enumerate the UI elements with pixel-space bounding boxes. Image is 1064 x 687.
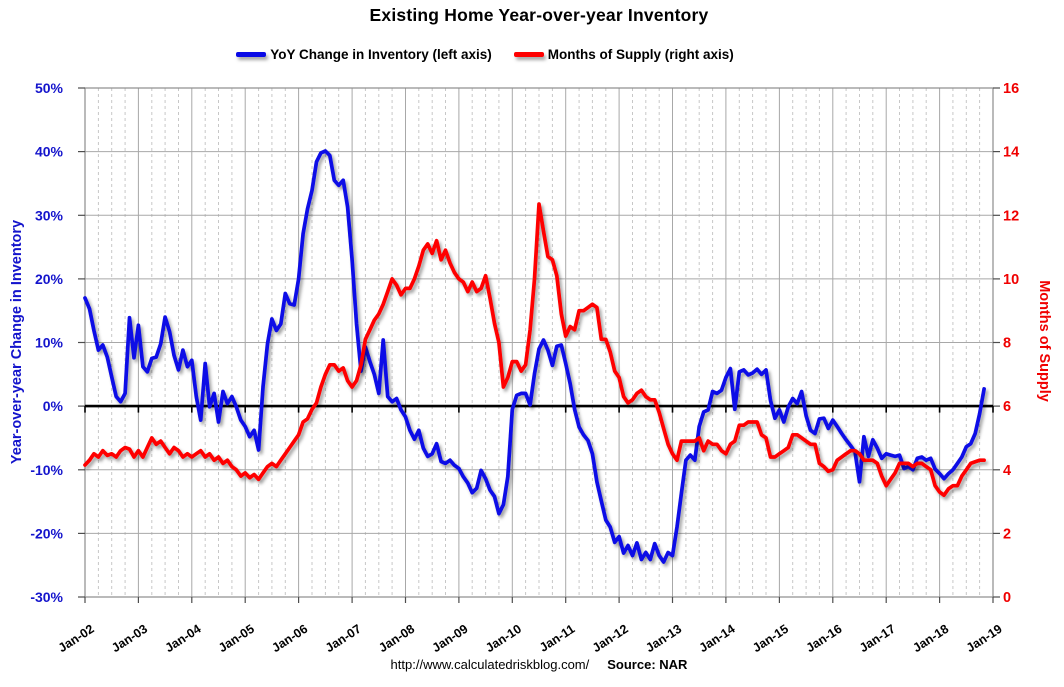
legend-label-months-of-supply: Months of Supply (right axis) bbox=[547, 47, 734, 62]
legend-item-yoy-inventory: YoY Change in Inventory (left axis) bbox=[236, 47, 492, 62]
svg-text:-30%: -30% bbox=[30, 589, 63, 605]
svg-text:50%: 50% bbox=[35, 80, 64, 96]
svg-text:40%: 40% bbox=[35, 144, 64, 160]
svg-text:8: 8 bbox=[1003, 336, 1011, 352]
legend-label-yoy-inventory: YoY Change in Inventory (left axis) bbox=[270, 47, 492, 62]
svg-text:Jan-10: Jan-10 bbox=[483, 622, 524, 655]
svg-text:Jan-19: Jan-19 bbox=[964, 622, 1005, 655]
svg-text:0%: 0% bbox=[43, 398, 64, 414]
svg-text:-20%: -20% bbox=[30, 525, 63, 541]
svg-text:Jan-04: Jan-04 bbox=[163, 622, 204, 655]
svg-text:Jan-03: Jan-03 bbox=[109, 622, 150, 655]
source-text: Source: NAR bbox=[607, 657, 688, 672]
legend: YoY Change in Inventory (left axis) Mont… bbox=[0, 47, 970, 62]
legend-item-months-of-supply: Months of Supply (right axis) bbox=[513, 47, 734, 62]
axis-ticks bbox=[78, 87, 1000, 603]
svg-text:30%: 30% bbox=[35, 207, 64, 223]
right-axis-tick-labels: 16 14 12 10 8 6 4 2 0 bbox=[1003, 81, 1019, 606]
chart-footer: http://www.calculatedriskblog.com/Source… bbox=[85, 657, 993, 672]
svg-text:Jan-05: Jan-05 bbox=[216, 622, 257, 655]
svg-text:10: 10 bbox=[1003, 272, 1019, 288]
svg-text:Jan-13: Jan-13 bbox=[643, 622, 684, 655]
svg-text:12: 12 bbox=[1003, 208, 1019, 224]
left-axis-tick-labels: 50% 40% 30% 20% 10% 0% -10% -20% -30% bbox=[30, 80, 63, 605]
right-axis-title: Months of Supply bbox=[1036, 280, 1052, 402]
svg-text:6: 6 bbox=[1003, 399, 1011, 415]
svg-text:2: 2 bbox=[1003, 526, 1011, 542]
svg-text:Jan-14: Jan-14 bbox=[697, 622, 738, 655]
svg-text:-10%: -10% bbox=[30, 462, 63, 478]
left-axis-title: Year-over-year Change in Inventory bbox=[9, 219, 25, 465]
svg-text:Jan-06: Jan-06 bbox=[269, 622, 310, 655]
svg-text:Jan-12: Jan-12 bbox=[590, 622, 631, 655]
svg-text:Jan-18: Jan-18 bbox=[910, 622, 951, 655]
svg-text:20%: 20% bbox=[35, 271, 64, 287]
svg-text:4: 4 bbox=[1003, 463, 1011, 479]
svg-text:0: 0 bbox=[1003, 590, 1011, 606]
chart-title: Existing Home Year-over-year Inventory bbox=[369, 5, 709, 25]
months-of-supply-series-line bbox=[83, 202, 986, 498]
svg-text:Jan-08: Jan-08 bbox=[376, 622, 417, 655]
svg-text:Jan-16: Jan-16 bbox=[804, 622, 845, 655]
blog-url-text: http://www.calculatedriskblog.com/ bbox=[390, 657, 590, 672]
svg-text:Jan-15: Jan-15 bbox=[750, 622, 791, 655]
yoy-inventory-series-line bbox=[83, 149, 986, 564]
svg-text:Jan-17: Jan-17 bbox=[857, 622, 898, 655]
svg-text:Jan-09: Jan-09 bbox=[430, 622, 471, 655]
svg-text:Jan-11: Jan-11 bbox=[537, 622, 577, 655]
svg-text:Jan-07: Jan-07 bbox=[323, 622, 364, 655]
blue-line-icon bbox=[236, 52, 267, 57]
svg-text:14: 14 bbox=[1003, 145, 1019, 161]
svg-text:10%: 10% bbox=[35, 335, 64, 351]
svg-text:16: 16 bbox=[1003, 81, 1019, 97]
svg-text:Jan-02: Jan-02 bbox=[56, 622, 97, 655]
x-axis-tick-labels: Jan-02 Jan-03 Jan-04 Jan-05 Jan-06 Jan-07 Jan-… bbox=[56, 622, 1005, 655]
red-line-icon bbox=[513, 52, 544, 57]
